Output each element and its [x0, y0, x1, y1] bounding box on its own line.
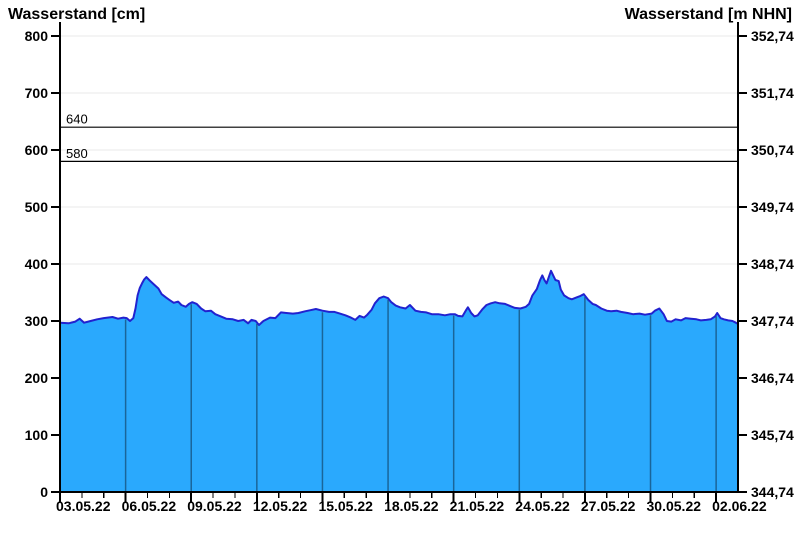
- area-fill: [60, 270, 738, 492]
- x-tick-label: 18.05.22: [384, 498, 439, 514]
- y-left-tick-label: 200: [25, 370, 49, 386]
- water-level-line: [59, 269, 739, 326]
- x-tick-label: 21.05.22: [450, 498, 505, 514]
- y-left-tick-label: 400: [25, 256, 49, 272]
- left-axis-title: Wasserstand [cm]: [8, 6, 145, 23]
- x-tick-label: 24.05.22: [515, 498, 570, 514]
- y-right-tick-label: 347,74: [751, 313, 794, 329]
- y-right-tick-label: 349,74: [751, 199, 794, 215]
- y-left-tick-label: 0: [40, 484, 48, 500]
- tick-marks: [51, 35, 747, 502]
- x-tick-label: 30.05.22: [647, 498, 702, 514]
- tick-labels: 800 700 600 500 400 300 200 100 0 352,74 351,74 350…: [25, 28, 794, 514]
- x-tick-label: 15.05.22: [318, 498, 373, 514]
- reference-line-label: 640: [66, 112, 88, 127]
- y-left-tick-label: 700: [25, 85, 49, 101]
- x-tick-label: 02.06.22: [712, 498, 767, 514]
- x-tick-label: 06.05.22: [122, 498, 177, 514]
- water-level-area: [60, 270, 738, 492]
- reference-lines: 640 580: [60, 112, 738, 162]
- x-tick-label: 12.05.22: [253, 498, 308, 514]
- x-tick-label: 03.05.22: [56, 498, 111, 514]
- y-right-tick-label: 352,74: [751, 28, 794, 44]
- y-right-tick-label: 351,74: [751, 85, 794, 101]
- x-tick-label: 09.05.22: [187, 498, 242, 514]
- y-left-tick-label: 800: [25, 28, 49, 44]
- x-tick-label: 27.05.22: [581, 498, 636, 514]
- y-right-tick-label: 345,74: [751, 427, 794, 443]
- y-right-tick-label: 348,74: [751, 256, 794, 272]
- series-line: [59, 269, 739, 326]
- y-left-tick-label: 500: [25, 199, 49, 215]
- reference-line-label: 580: [66, 146, 88, 161]
- right-axis-title: Wasserstand [m NHN]: [625, 6, 792, 23]
- y-left-tick-label: 100: [25, 427, 49, 443]
- y-right-tick-label: 344,74: [751, 484, 794, 500]
- y-right-tick-label: 346,74: [751, 370, 794, 386]
- axes: [59, 22, 739, 493]
- y-right-tick-label: 350,74: [751, 142, 794, 158]
- y-left-tick-label: 300: [25, 313, 49, 329]
- in-fill-vertical-gridlines: [124, 297, 717, 491]
- y-left-tick-label: 600: [25, 142, 49, 158]
